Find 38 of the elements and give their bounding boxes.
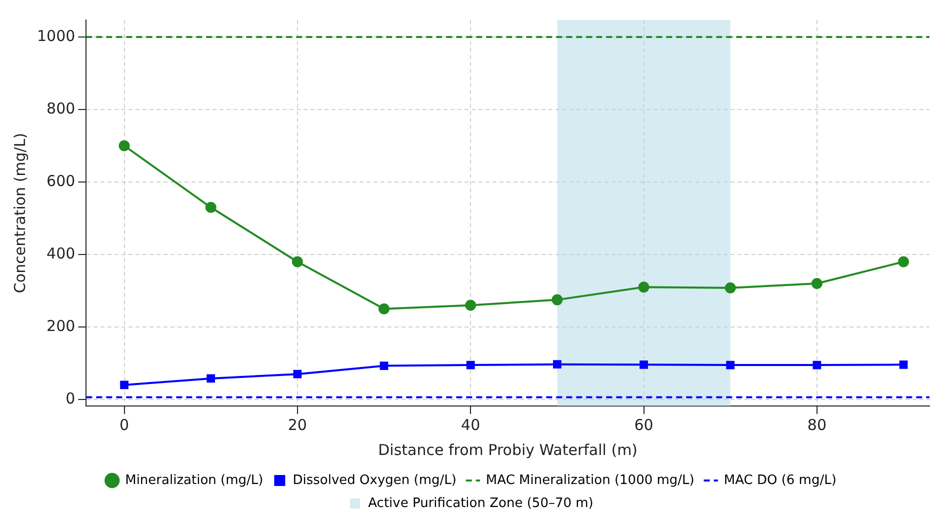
point — [724, 282, 736, 294]
point — [118, 140, 130, 152]
point — [811, 278, 822, 289]
legend-label: MAC Mineralization (1000 mg/L) — [486, 472, 694, 488]
legend-label: Dissolved Oxygen (mg/L) — [292, 472, 456, 488]
point — [293, 370, 302, 378]
y-axis-title: Concentration (mg/L) — [10, 132, 29, 294]
point — [812, 360, 822, 370]
point — [552, 294, 563, 306]
point — [380, 362, 388, 370]
point — [898, 256, 910, 268]
point — [638, 282, 650, 293]
x-tick-label: 80 — [807, 416, 826, 434]
point — [466, 360, 475, 370]
point — [378, 303, 390, 314]
y-tick-label: 200 — [46, 316, 76, 335]
y-tick-label: 400 — [46, 244, 76, 262]
y-tick-label: 800 — [46, 99, 76, 118]
point — [726, 360, 735, 370]
y-tick-label: 0 — [66, 389, 76, 408]
x-tick-label: 40 — [461, 416, 480, 434]
point — [205, 202, 216, 213]
y-tick-label: 600 — [46, 172, 76, 190]
legend-label: Active Purification Zone (50–70 m) — [368, 496, 594, 511]
x-axis-title: Distance from Probiy Waterfall (m) — [378, 440, 638, 459]
x-tick-label: 0 — [119, 416, 130, 434]
point — [553, 360, 562, 368]
point — [206, 374, 216, 383]
point — [292, 256, 303, 268]
point — [120, 380, 128, 390]
point — [640, 360, 648, 369]
y-tick-label: 1000 — [36, 26, 76, 45]
point — [465, 300, 476, 311]
x-tick-label: 60 — [634, 416, 654, 434]
legend-label: Mineralization (mg/L) — [125, 472, 264, 488]
point — [899, 360, 908, 369]
legend-label: MAC DO (6 mg/L) — [724, 472, 836, 488]
x-tick-label: 20 — [288, 416, 307, 434]
